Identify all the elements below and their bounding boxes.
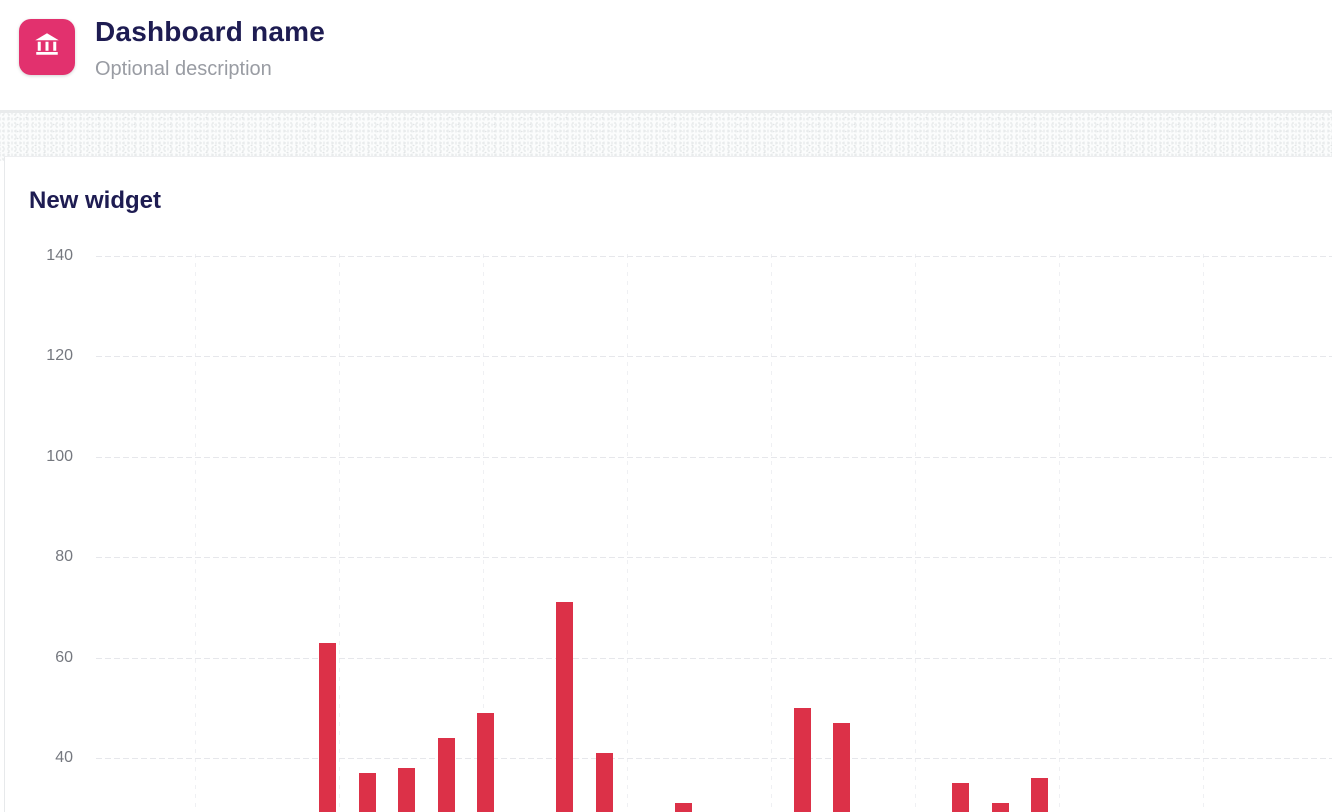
bar[interactable] xyxy=(595,752,613,812)
y-axis-tick-label: 120 xyxy=(46,347,73,365)
vertical-gridline xyxy=(339,254,340,812)
vertical-gridline xyxy=(1059,254,1060,812)
y-axis-tick-label: 100 xyxy=(46,447,73,465)
dashboard-grid-texture xyxy=(0,110,1332,161)
bar[interactable] xyxy=(951,783,969,812)
bar[interactable] xyxy=(437,737,455,812)
gridline xyxy=(96,657,1332,659)
vertical-gridline xyxy=(627,254,628,812)
dashboard-title: Dashboard name xyxy=(95,16,325,47)
y-axis-tick-label: 40 xyxy=(55,749,73,766)
gridline xyxy=(96,456,1332,458)
dashboard-description: Optional description xyxy=(95,58,272,80)
vertical-gridline xyxy=(771,254,772,812)
gridline xyxy=(96,557,1332,559)
y-axis-tick-label: 140 xyxy=(46,247,73,264)
dashboard-icon[interactable] xyxy=(19,19,75,75)
bar[interactable] xyxy=(398,768,416,812)
gridline xyxy=(96,256,1332,257)
vertical-gridline xyxy=(915,254,916,812)
bar[interactable] xyxy=(319,642,336,812)
bar[interactable] xyxy=(833,722,851,812)
chart-plot: 140 120 100 80 60 40 xyxy=(5,157,1332,812)
y-axis-tick-label: 60 xyxy=(55,648,73,666)
vertical-gridline xyxy=(195,254,196,812)
bar[interactable] xyxy=(556,602,574,812)
bar[interactable] xyxy=(675,803,693,812)
bar[interactable] xyxy=(991,803,1009,812)
widget-card[interactable]: New widget 140 120 100 80 60 40 xyxy=(4,156,1332,812)
vertical-gridline xyxy=(1203,254,1204,812)
gridline xyxy=(96,758,1332,759)
bar[interactable] xyxy=(358,773,376,812)
bar[interactable] xyxy=(477,712,495,812)
y-axis-tick-label: 80 xyxy=(55,548,73,566)
bar[interactable] xyxy=(793,707,811,812)
gridline xyxy=(96,356,1332,358)
widget-title: New widget xyxy=(29,187,162,214)
dashboard-header: Dashboard name Optional description xyxy=(0,0,1332,110)
vertical-gridline xyxy=(483,254,484,812)
bank-icon xyxy=(32,30,62,65)
bar[interactable] xyxy=(1031,778,1049,812)
